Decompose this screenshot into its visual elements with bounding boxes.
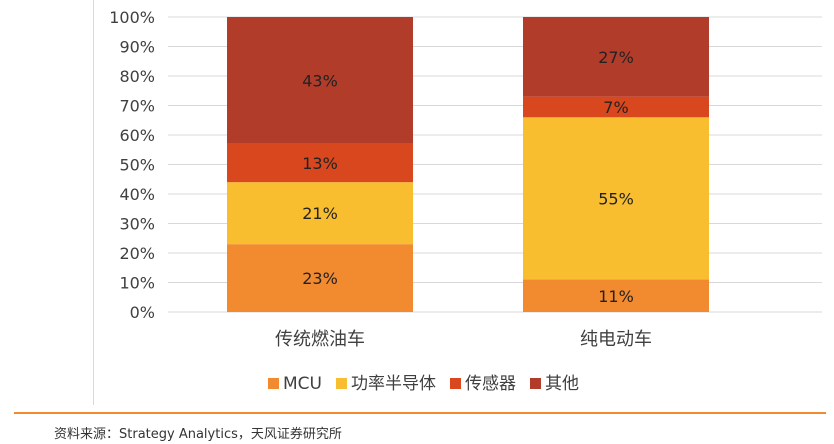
y-tick-label: 30% (119, 215, 155, 234)
bar-segment (227, 17, 413, 144)
data-label: 23% (302, 269, 338, 288)
orange-divider-line (14, 412, 826, 414)
data-label: 13% (302, 154, 338, 173)
y-tick-label: 0% (130, 303, 155, 322)
legend-swatch (268, 378, 279, 389)
legend-label: 其他 (545, 374, 579, 394)
data-label: 55% (598, 189, 634, 208)
y-tick-label: 80% (119, 67, 155, 86)
bar-segment (523, 279, 709, 312)
bar-segment (523, 117, 709, 280)
y-tick-label: 60% (119, 126, 155, 145)
legend-label: 传感器 (465, 374, 516, 394)
legend-swatch (449, 378, 461, 389)
data-label: 43% (302, 71, 338, 90)
y-tick-label: 70% (119, 97, 155, 116)
legend-swatch (335, 378, 347, 389)
y-tick-label: 50% (119, 156, 155, 175)
y-tick-label: 90% (119, 38, 155, 57)
bar-segment (227, 244, 413, 312)
data-label: 7% (603, 98, 628, 117)
y-tick-label: 100% (109, 8, 155, 27)
data-label: 21% (302, 204, 338, 223)
y-tick-label: 20% (119, 244, 155, 263)
chart-frame-left-border (93, 0, 94, 405)
stacked-bar-chart: 0% 10% 20% 30% 40% 50% 60% 70% 80% 90% 100% 23% 21% 1… (109, 8, 822, 394)
legend-swatch (529, 378, 541, 389)
source-note: 资料来源：Strategy Analytics，天风证券研究所 (54, 427, 342, 442)
data-label: 27% (598, 48, 634, 67)
bar-segment (523, 17, 709, 97)
x-category-label: 传统燃油车 (275, 329, 365, 350)
legend-label: MCU (283, 374, 322, 394)
y-tick-label: 40% (119, 185, 155, 204)
bar-segment (523, 96, 709, 118)
legend-label: 功率半导体 (351, 374, 436, 394)
x-category-label: 纯电动车 (580, 329, 652, 350)
bar-segment (227, 182, 413, 245)
data-label: 11% (598, 287, 634, 306)
bar-segment (227, 143, 413, 183)
y-tick-label: 10% (119, 274, 155, 293)
